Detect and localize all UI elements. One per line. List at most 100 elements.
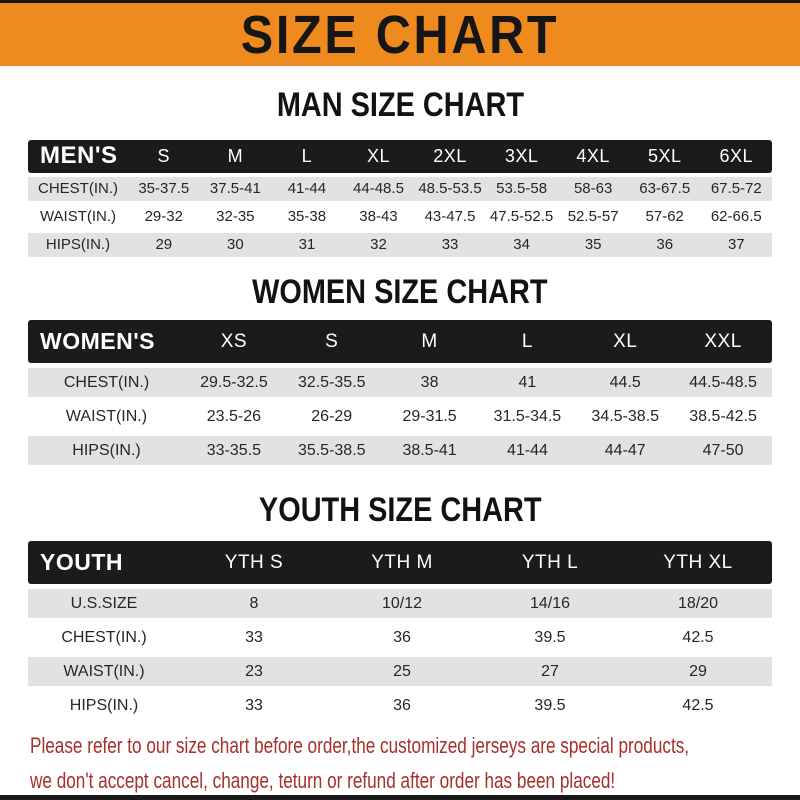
column-header: YTH M <box>371 551 433 573</box>
section-heading-man-text: MAN SIZE CHART <box>276 86 524 124</box>
table-cell: 33 <box>245 696 263 714</box>
table-header-row: YOUTH YTH S YTH M YTH L YTH XL <box>28 541 772 585</box>
row-label: HIPS(IN.) <box>72 441 141 459</box>
column-header: L <box>521 330 533 352</box>
footer-note: Please refer to our size chart before or… <box>30 730 800 800</box>
table-row: U.S.SIZE 8 10/12 14/16 18/20 <box>28 589 772 619</box>
table-cell: 47.5-52.5 <box>489 208 554 226</box>
table-cell: 29 <box>689 662 707 680</box>
table-cell: 41-44 <box>287 180 327 198</box>
section-heading-women: WOMEN SIZE CHART <box>0 272 800 311</box>
table-cell: 42.5 <box>682 628 714 646</box>
column-header: YTH S <box>224 551 284 573</box>
table-corner-label: YOUTH <box>40 549 123 576</box>
table-cell: 58-63 <box>573 180 613 198</box>
table-cell: 44-48.5 <box>353 180 404 198</box>
table-cell: 26-29 <box>311 407 353 425</box>
column-header: S <box>325 330 339 352</box>
table-cell: 38 <box>420 373 439 391</box>
table-cell: 44.5 <box>609 373 641 391</box>
table-cell: 39.5 <box>534 628 566 646</box>
table-cell: 34 <box>513 236 530 254</box>
row-label: WAIST(IN.) <box>63 662 145 680</box>
row-label: WAIST(IN.) <box>39 208 117 226</box>
column-header: M <box>227 145 244 166</box>
table-cell: 31 <box>298 236 316 254</box>
column-header: XXL <box>704 330 742 352</box>
table-header-row: MEN'S S M L XL 2XL 3XL 4XL 5XL 6XL <box>28 139 772 173</box>
table-row: HIPS(IN.) 33 36 39.5 42.5 <box>28 691 772 720</box>
table-cell: 38.5-41 <box>402 441 457 459</box>
column-header: YTH L <box>521 551 579 573</box>
table-cell: 37 <box>727 236 745 254</box>
table-row: CHEST(IN.) 29.5-32.5 32.5-35.5 38 41 44.5 44.5… <box>28 368 772 398</box>
table-cell: 62-66.5 <box>710 208 762 226</box>
row-label: U.S.SIZE <box>70 594 138 612</box>
table-cell: 53.5-58 <box>496 180 548 198</box>
footer-line-1-text: Please refer to our size chart before or… <box>30 733 690 759</box>
column-header: M <box>421 330 438 352</box>
column-header: 6XL <box>719 145 754 166</box>
section-heading-women-text: WOMEN SIZE CHART <box>252 272 548 311</box>
table-cell: 23.5-26 <box>206 407 262 425</box>
column-header: S <box>157 145 171 166</box>
table-cell: 35.5-38.5 <box>297 441 366 459</box>
table-cell: 30 <box>227 236 244 254</box>
table-cell: 41 <box>518 373 537 391</box>
table-row: CHEST(IN.) 33 36 39.5 42.5 <box>28 623 772 652</box>
table-cell: 38-43 <box>359 208 398 226</box>
row-label: HIPS(IN.) <box>45 236 111 254</box>
column-header: 2XL <box>433 145 467 166</box>
table-cell: 10/12 <box>381 594 423 612</box>
table-corner-label: WOMEN'S <box>40 328 156 355</box>
column-header: XS <box>220 330 248 352</box>
table-row: WAIST(IN.) 23.5-26 26-29 29-31.5 31.5-34.5 34… <box>28 402 772 431</box>
footer-line-2: we don't accept cancel, change, teturn o… <box>30 765 800 800</box>
table-cell: 36 <box>393 696 411 714</box>
table-row: HIPS(IN.) 29 30 31 32 33 34 35 36 37 <box>28 232 772 257</box>
row-label: CHEST(IN.) <box>61 628 147 646</box>
table-cell: 48.5-53.5 <box>418 180 482 198</box>
table-corner-label: MEN'S <box>40 142 118 170</box>
table-cell: 35-37.5 <box>138 180 190 198</box>
footer-line-2-text: we don't accept cancel, change, teturn o… <box>30 768 616 794</box>
table-cell: 52.5-57 <box>567 208 619 226</box>
table-row: HIPS(IN.) 33-35.5 35.5-38.5 38.5-41 41-44 44-… <box>28 436 772 466</box>
table-cell: 36 <box>393 628 411 646</box>
row-label: HIPS(IN.) <box>69 696 139 714</box>
table-cell: 33-35.5 <box>206 441 262 459</box>
section-heading-man: MAN SIZE CHART <box>0 86 800 124</box>
men-size-table: MEN'S S M L XL 2XL 3XL 4XL 5XL 6XL CHEST(IN.) 35-37… <box>28 139 772 257</box>
table-cell: 39.5 <box>534 696 566 714</box>
table-cell: 23 <box>245 662 263 680</box>
table-row: WAIST(IN.) 29-32 32-35 35-38 38-43 43-47.5 47.… <box>28 205 772 229</box>
table-cell: 25 <box>393 662 411 680</box>
row-label: WAIST(IN.) <box>65 407 148 425</box>
table-cell: 35-38 <box>287 208 327 226</box>
table-cell: 44.5-48.5 <box>689 373 757 391</box>
table-cell: 67.5-72 <box>710 180 762 198</box>
column-header: 5XL <box>647 145 682 166</box>
column-header: XL <box>613 330 638 352</box>
table-cell: 47-50 <box>702 441 744 459</box>
bottom-bar <box>0 795 800 800</box>
women-size-table: WOMEN'S XS S M L XL XXL CHEST(IN.) 29.5-32.5 32.5… <box>28 320 772 466</box>
column-header: 4XL <box>576 145 610 166</box>
section-heading-youth-text: YOUTH SIZE CHART <box>258 491 542 530</box>
table-cell: 29-31.5 <box>402 407 457 425</box>
table-cell: 37.5-41 <box>209 180 261 198</box>
youth-size-table: YOUTH YTH S YTH M YTH L YTH XL U.S.SIZE 8 10/12… <box>28 541 772 720</box>
column-header: L <box>301 145 313 166</box>
banner: SIZE CHART <box>0 0 800 66</box>
table-header-row: WOMEN'S XS S M L XL XXL <box>28 320 772 364</box>
table-cell: 41-44 <box>506 441 548 459</box>
table-cell: 44-47 <box>604 441 646 459</box>
table-cell: 29-32 <box>144 208 183 226</box>
table-row: WAIST(IN.) 23 25 27 29 <box>28 657 772 687</box>
table-cell: 34.5-38.5 <box>591 407 660 425</box>
page-title: SIZE CHART <box>240 4 560 65</box>
table-cell: 63-67.5 <box>639 180 691 198</box>
table-cell: 14/16 <box>529 594 571 612</box>
table-cell: 36 <box>656 236 674 254</box>
table-cell: 32.5-35.5 <box>297 373 366 391</box>
